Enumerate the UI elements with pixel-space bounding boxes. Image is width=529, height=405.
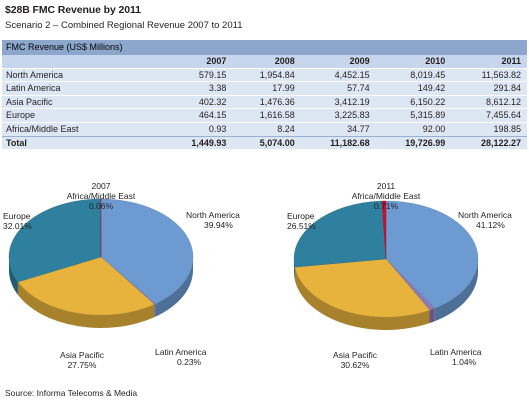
table-cell: 464.15	[164, 108, 233, 123]
table-row: Latin America 3.38 17.99 57.74 149.42 29…	[2, 81, 527, 96]
pie-slice-europe	[8, 198, 102, 283]
pie-slice-europe	[293, 200, 387, 268]
pie-side-north-america	[434, 259, 478, 322]
table-header: FMC Revenue (US$ Millions)	[2, 40, 527, 55]
table-row: North America 579.15 1,954.84 4,452.15 8…	[2, 67, 527, 82]
table-cell: 5,315.89	[375, 108, 452, 123]
table-cell: 6,150.22	[375, 94, 452, 109]
table-cell: 402.32	[164, 94, 233, 109]
total-cell: 11,182.68	[300, 135, 376, 150]
slice-value-latin-america: 1.04%	[452, 357, 477, 367]
pie-title: 2007	[92, 181, 111, 191]
table-cell: 3,412.19	[300, 94, 376, 109]
slice-label-asia-pacific: Asia Pacific	[333, 350, 378, 360]
slice-value-africa-middle-east: 0.71%	[374, 201, 399, 211]
table-cell: 34.77	[300, 121, 376, 137]
table-cell: 3.38	[164, 81, 233, 96]
slice-value-asia-pacific: 30.62%	[341, 360, 370, 370]
table-cell: 579.15	[164, 67, 233, 82]
table-cell: 7,455.64	[451, 108, 527, 123]
slice-label-latin-america: Latin America	[155, 347, 207, 357]
table-cell: 1,616.58	[232, 108, 301, 123]
slice-label-europe: Europe	[3, 211, 31, 221]
pie-side-north-america	[155, 257, 194, 317]
pie-side-latin-america	[429, 308, 435, 324]
pie-charts: 2007 North America 39.94% Latin America 0.23…	[0, 172, 529, 382]
table-cell: 8,019.45	[375, 67, 452, 82]
table-cell: 57.74	[300, 81, 376, 96]
pie-side-asia-pacific	[294, 267, 430, 330]
slice-label-latin-america: Latin America	[430, 347, 482, 357]
table-cell: 291.84	[451, 81, 527, 96]
region-label: Europe	[2, 108, 164, 123]
table-cell: 3,225.83	[300, 108, 376, 123]
total-cell: 1,449.93	[164, 135, 233, 150]
revenue-table: FMC Revenue (US$ Millions) 2007 2008 200…	[2, 40, 527, 150]
table-total-row: Total 1,449.93 5,074.00 11,182.68 19,726…	[2, 135, 527, 150]
total-cell: 5,074.00	[232, 135, 301, 150]
region-label: Asia Pacific	[2, 94, 164, 109]
region-label: Latin America	[2, 81, 164, 96]
pie-slice-north-america	[385, 200, 479, 309]
slice-value-asia-pacific: 27.75%	[68, 360, 97, 370]
slice-label-north-america: North America	[458, 210, 512, 220]
slice-label-europe: Europe	[287, 211, 315, 221]
slice-label-north-america: North America	[186, 210, 240, 220]
year-2008: 2008	[232, 55, 301, 69]
year-header-row: 2007 2008 2009 2010 2011	[2, 55, 527, 69]
chart-title: $28B FMC Revenue by 2011	[5, 4, 141, 16]
table-cell: 8,612.12	[451, 94, 527, 109]
year-2011: 2011	[451, 55, 527, 69]
slice-value-africa-middle-east: 0.06%	[89, 201, 114, 211]
pie-slice-north-america	[100, 198, 194, 305]
pie-title: 2011	[377, 181, 396, 191]
slice-label-africa-middle-east: Africa/Middle East	[67, 191, 136, 201]
region-label: North America	[2, 67, 164, 82]
table-row: Europe 464.15 1,616.58 3,225.83 5,315.89…	[2, 108, 527, 123]
table-cell: 8.24	[232, 121, 301, 137]
total-label: Total	[2, 135, 164, 150]
table-cell: 4,452.15	[300, 67, 376, 82]
pie-slice-africa-middle-east	[381, 200, 387, 260]
slice-label-africa-middle-east: Africa/Middle East	[352, 191, 421, 201]
table-cell: 1,954.84	[232, 67, 301, 82]
table-row: Asia Pacific 402.32 1,476.36 3,412.19 6,…	[2, 94, 527, 109]
slice-value-north-america: 39.94%	[204, 220, 233, 230]
table-cell: 198.85	[451, 121, 527, 137]
slice-value-europe: 32.01%	[3, 221, 32, 231]
slice-value-europe: 26.51%	[287, 221, 316, 231]
slice-value-latin-america: 0.23%	[177, 357, 202, 367]
table-cell: 0.93	[164, 121, 233, 137]
pie-side-latin-america	[154, 303, 156, 318]
year-2010: 2010	[375, 55, 452, 69]
table-cell: 11,563.82	[451, 67, 527, 82]
table-cell: 17.99	[232, 81, 301, 96]
pie-side-asia-pacific	[17, 281, 155, 328]
slice-value-north-america: 41.12%	[476, 220, 505, 230]
table-row: Africa/Middle East 0.93 8.24 34.77 92.00…	[2, 121, 527, 137]
table-header-row: FMC Revenue (US$ Millions)	[2, 40, 527, 55]
year-2009: 2009	[300, 55, 376, 69]
table-cell: 1,476.36	[232, 94, 301, 109]
source-note: Source: Informa Telecoms & Media	[5, 388, 138, 398]
pie-side-walls	[9, 257, 194, 328]
pie-slice-asia-pacific	[294, 258, 430, 318]
table-cell: 149.42	[375, 81, 452, 96]
chart-subtitle: Scenario 2 – Combined Regional Revenue 2…	[5, 20, 243, 31]
pie-slice-asia-pacific	[17, 256, 155, 316]
total-cell: 28,122.27	[451, 135, 527, 150]
slice-label-asia-pacific: Asia Pacific	[60, 350, 105, 360]
table-cell: 92.00	[375, 121, 452, 137]
region-label: Africa/Middle East	[2, 121, 164, 137]
pie-side-europe	[9, 257, 18, 295]
total-cell: 19,726.99	[375, 135, 452, 150]
year-2007: 2007	[164, 55, 233, 69]
